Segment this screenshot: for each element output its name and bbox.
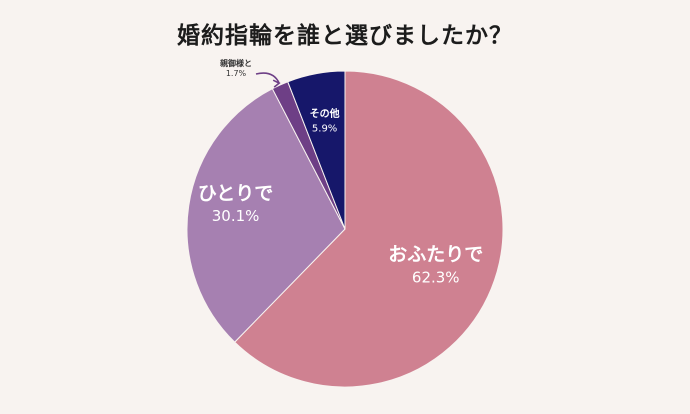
slice-value-3: 1.7% <box>226 69 247 78</box>
slice-label-2: ひとりで <box>198 182 273 204</box>
slice-value-4: 5.9% <box>312 123 337 134</box>
pie-slice-4 <box>287 70 346 230</box>
slice-value-1: 62.3% <box>412 268 460 286</box>
pie-slice-2 <box>186 88 346 343</box>
slice-label-4: その他 <box>310 107 340 120</box>
slice-label-1: おふたりで <box>388 244 483 266</box>
leader-arrowhead <box>272 79 281 88</box>
slice-value-2: 30.1% <box>212 207 260 225</box>
slice-label-3: 親御様と <box>220 58 252 68</box>
chart-title: 婚約指輪を誰と選びましたか？ <box>177 23 513 49</box>
leader-line <box>255 72 280 84</box>
pie-slice-1 <box>233 70 504 388</box>
